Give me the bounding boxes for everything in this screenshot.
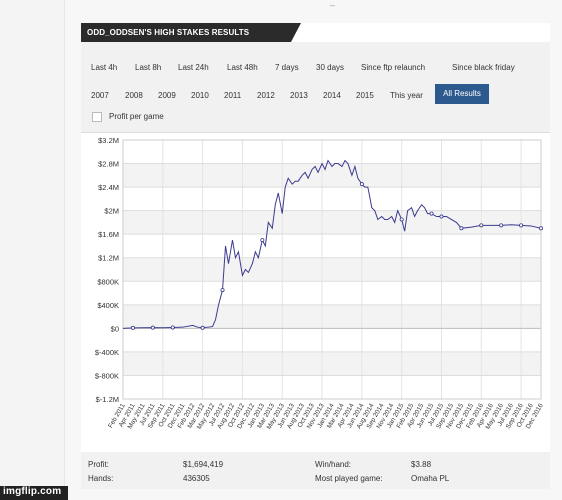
- data-point-marker: [429, 211, 434, 216]
- profit-series-line: [122, 159, 542, 329]
- top-dash-mark: –: [330, 0, 336, 10]
- data-point-marker: [439, 214, 444, 219]
- filter-last-24h[interactable]: Last 24h: [178, 63, 209, 72]
- y-tick-label: $800K: [97, 277, 119, 286]
- plot-border: [122, 139, 542, 400]
- filter-2012[interactable]: 2012: [257, 91, 275, 100]
- filter-since-black-friday[interactable]: Since black friday: [452, 63, 515, 72]
- y-tick-label: $2M: [104, 207, 119, 216]
- profit-per-game-checkbox[interactable]: [92, 112, 102, 122]
- most-played-value: Omaha PL: [411, 474, 450, 483]
- y-tick-label: $0: [111, 324, 119, 333]
- data-point-marker: [538, 226, 543, 231]
- data-point-marker: [359, 182, 364, 187]
- y-tick-label: $3.2M: [98, 136, 119, 145]
- data-point-marker: [150, 325, 155, 330]
- data-point-marker: [499, 223, 504, 228]
- filter-this-year[interactable]: This year: [390, 91, 423, 100]
- filter-2015[interactable]: 2015: [356, 91, 374, 100]
- filter-7-days[interactable]: 7 days: [275, 63, 299, 72]
- data-point-marker: [200, 325, 205, 330]
- filter-30-days[interactable]: 30 days: [316, 63, 345, 72]
- data-point-marker: [479, 223, 484, 228]
- y-tick-label: $400K: [97, 301, 119, 310]
- filter-2007[interactable]: 2007: [91, 91, 109, 100]
- data-point-marker: [130, 325, 135, 330]
- title-tab-arrow: [291, 23, 301, 42]
- data-point-marker: [399, 217, 404, 222]
- profit-value: $1,694,419: [183, 460, 224, 469]
- filter-all-results[interactable]: All Results: [435, 84, 489, 104]
- filter-since-ftp-relaunch[interactable]: Since ftp relaunch: [361, 63, 426, 72]
- y-tick-label: $1.2M: [98, 254, 119, 263]
- profit-line-chart: $3.2M $2.8M $2.4M $2M $1.6M $1.2M $800K $400K $0…: [95, 136, 545, 431]
- y-tick-label: $1.6M: [98, 230, 119, 239]
- hands-value: 436305: [183, 474, 210, 483]
- filter-2008[interactable]: 2008: [125, 91, 143, 100]
- data-point-marker: [220, 288, 225, 293]
- grid-band: [123, 304, 541, 329]
- y-tick-label: $2.8M: [98, 160, 119, 169]
- filter-2009[interactable]: 2009: [158, 91, 176, 100]
- y-tick-label: $2.4M: [98, 183, 119, 192]
- stats-panel: [81, 452, 550, 489]
- title-bar: ODD_ODDSEN'S HIGH STAKES RESULTS: [81, 23, 550, 42]
- y-tick-label: $-400K: [95, 348, 119, 357]
- grid-band: [123, 210, 541, 235]
- winhand-value: $3.88: [411, 460, 432, 469]
- data-point-marker: [459, 226, 464, 231]
- hands-label: Hands:: [88, 474, 114, 483]
- most-played-label: Most played game:: [315, 474, 383, 483]
- filter-last-4h[interactable]: Last 4h: [91, 63, 118, 72]
- y-tick-label: $-800K: [95, 371, 119, 380]
- imgflip-watermark: imgflip.com: [3, 486, 62, 497]
- filter-2011[interactable]: 2011: [224, 91, 242, 100]
- filter-last-8h[interactable]: Last 8h: [135, 63, 162, 72]
- profit-per-game-label: Profit per game: [109, 112, 164, 121]
- grid-band: [123, 163, 541, 188]
- filter-2014[interactable]: 2014: [323, 91, 341, 100]
- data-point-marker: [519, 223, 524, 228]
- y-tick-label: $-1.2M: [96, 395, 119, 404]
- watermark-background: [0, 486, 68, 500]
- left-gutter: [0, 0, 64, 500]
- grid-band: [123, 351, 541, 376]
- filter-last-48h[interactable]: Last 48h: [227, 63, 258, 72]
- profit-label: Profit:: [88, 460, 109, 469]
- data-point-marker: [170, 325, 175, 330]
- filter-2013[interactable]: 2013: [290, 91, 308, 100]
- winhand-label: Win/hand:: [315, 460, 352, 469]
- page-title: ODD_ODDSEN'S HIGH STAKES RESULTS: [81, 23, 291, 42]
- grid-band: [123, 257, 541, 282]
- left-divider: [64, 0, 65, 500]
- filter-2010[interactable]: 2010: [191, 91, 209, 100]
- data-point-marker: [260, 238, 265, 243]
